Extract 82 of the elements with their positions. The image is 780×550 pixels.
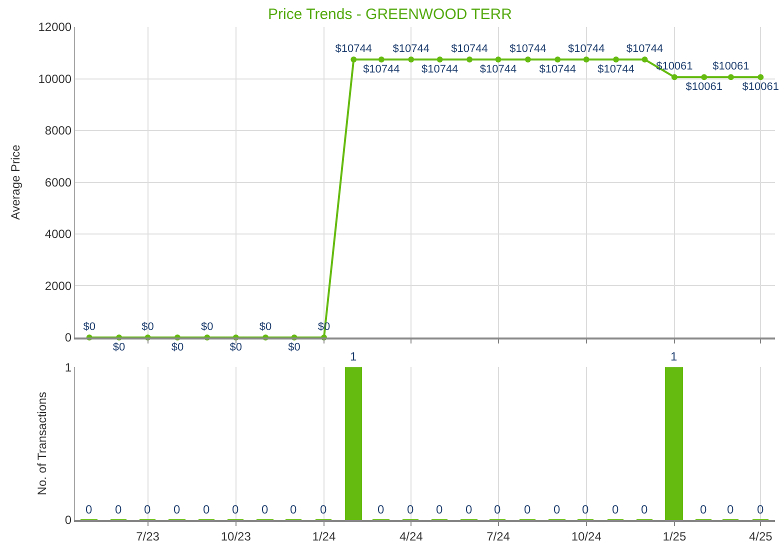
data-label: 0 <box>144 502 151 517</box>
point <box>495 56 502 62</box>
data-label: 0 <box>320 502 327 517</box>
data-label: 0 <box>407 502 414 517</box>
y-axis-title: No. of Transactions <box>35 392 50 496</box>
data-label: $10744 <box>539 64 576 76</box>
x-tick-label: 4/24 <box>399 529 424 544</box>
x-tick-label: 7/24 <box>486 529 510 544</box>
data-label: 0 <box>203 502 210 517</box>
data-label: 0 <box>466 502 472 517</box>
point <box>583 56 590 62</box>
data-label: $10744 <box>335 43 372 55</box>
point <box>350 56 357 62</box>
data-label: $10744 <box>598 64 634 76</box>
data-label: 1 <box>670 350 678 364</box>
data-label: $10744 <box>451 43 488 55</box>
data-label: 0 <box>494 502 501 517</box>
data-label: 1 <box>350 350 357 364</box>
data-label: 0 <box>524 502 531 517</box>
data-label: $0 <box>83 320 96 333</box>
data-label: $10744 <box>363 64 400 76</box>
y-tick-label: 2000 <box>44 278 72 293</box>
data-label: 0 <box>115 502 122 517</box>
y-tick-label: 1 <box>64 360 72 374</box>
data-label: $0 <box>142 320 154 333</box>
data-label: $10744 <box>480 64 517 76</box>
point <box>436 56 443 62</box>
data-label: $10061 <box>712 60 750 73</box>
x-tick-label: 10/24 <box>571 529 602 544</box>
data-label: $10744 <box>510 43 546 55</box>
data-label: 0 <box>727 502 734 517</box>
y-tick-label: 12000 <box>38 20 72 34</box>
data-label: 0 <box>378 502 384 517</box>
x-tick-label: 1/25 <box>662 529 686 544</box>
data-label: 0 <box>641 502 648 517</box>
data-label: 0 <box>700 502 707 517</box>
point <box>378 56 384 62</box>
x-tick-label: 7/23 <box>136 529 160 544</box>
data-label: 0 <box>436 502 443 517</box>
data-label: 0 <box>262 502 268 517</box>
point <box>671 74 678 80</box>
point <box>758 74 764 80</box>
point <box>524 56 531 62</box>
data-label: 0 <box>86 502 92 517</box>
data-label: $0 <box>201 320 214 333</box>
y-tick-label: 0 <box>64 513 72 528</box>
point <box>642 56 648 62</box>
data-label: $10061 <box>742 81 779 94</box>
y-tick-label: 10000 <box>38 72 72 86</box>
data-label: $10744 <box>392 43 430 55</box>
point <box>728 74 734 80</box>
y-tick-label: 0 <box>64 330 72 345</box>
data-label: 0 <box>554 502 560 517</box>
data-label: 0 <box>174 502 180 517</box>
point <box>613 56 620 62</box>
data-label: 0 <box>290 502 297 517</box>
data-label: 0 <box>582 502 589 517</box>
data-label: $0 <box>230 341 242 354</box>
point <box>554 56 561 62</box>
data-label: $10744 <box>421 64 458 76</box>
x-tick-label: 1/24 <box>312 529 336 544</box>
chart-title: Price Trends - GREENWOOD TERR <box>268 6 512 23</box>
data-label: $0 <box>171 341 184 354</box>
point <box>408 56 414 62</box>
y-tick-label: 8000 <box>44 124 72 138</box>
y-tick-label: 4000 <box>44 227 72 242</box>
data-label: $0 <box>288 341 300 354</box>
data-label: 0 <box>757 502 764 517</box>
y-axis-title: Average Price <box>8 144 23 220</box>
y-tick-label: 6000 <box>44 175 72 190</box>
point <box>701 74 708 80</box>
data-label: $10061 <box>656 60 693 73</box>
point <box>466 56 473 62</box>
data-label: 0 <box>232 502 239 517</box>
x-tick-label: 4/25 <box>748 529 773 544</box>
data-label: 0 <box>612 502 619 517</box>
x-tick-label: 10/23 <box>220 529 252 544</box>
data-label: $0 <box>259 320 272 333</box>
data-label: $10744 <box>568 43 605 55</box>
data-label: $10061 <box>686 81 722 94</box>
data-label: $10744 <box>626 43 664 55</box>
data-label: $0 <box>112 341 126 354</box>
